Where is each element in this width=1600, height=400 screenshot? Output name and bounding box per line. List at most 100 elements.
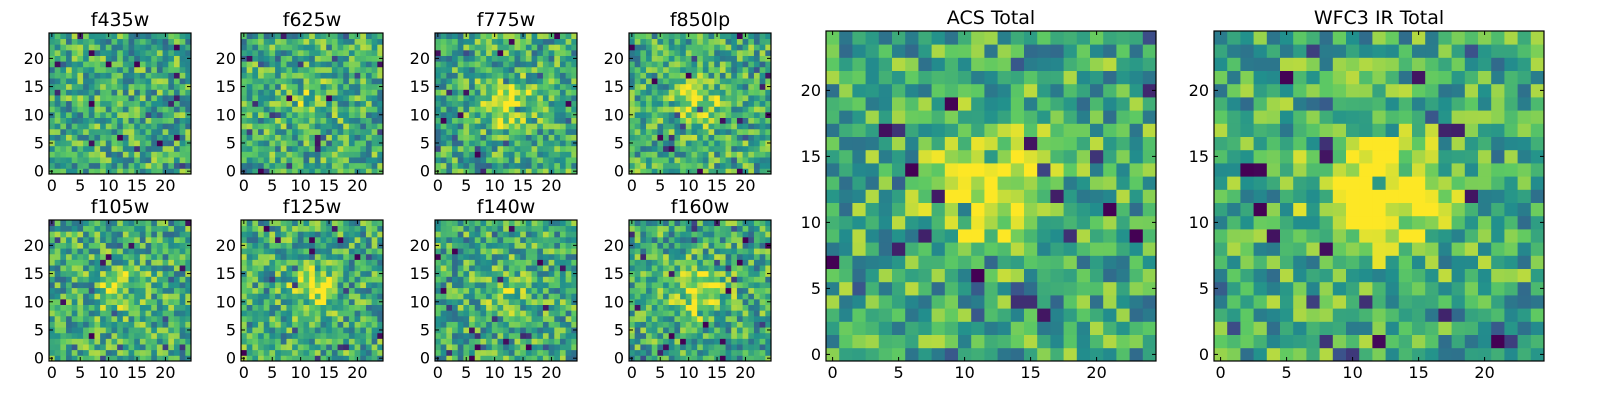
heatmap-cell [100, 242, 107, 249]
heatmap-cell [852, 110, 866, 124]
heatmap-cell [365, 78, 373, 85]
heatmap-cell [258, 315, 265, 322]
heatmap-cell [156, 38, 163, 45]
heatmap-cell [128, 310, 135, 317]
heatmap-cell [474, 55, 481, 62]
heatmap-cell [66, 225, 73, 232]
heatmap-cell [128, 338, 135, 345]
heatmap-cell [1319, 163, 1334, 177]
heatmap-cell [1464, 70, 1479, 85]
heatmap-cell [474, 106, 481, 113]
heatmap-cell [748, 140, 755, 147]
heatmap-cell [1293, 202, 1307, 217]
heatmap-cell [275, 134, 282, 141]
heatmap-cell [759, 134, 766, 141]
heatmap-cell [139, 66, 146, 73]
heatmap-cell [371, 276, 378, 283]
heatmap-cell [1103, 215, 1117, 230]
heatmap-cell [668, 134, 675, 141]
heatmap-cell [997, 229, 1012, 243]
heatmap-cell [1129, 281, 1144, 296]
heatmap-cell [514, 128, 521, 135]
heatmap-cell [1090, 215, 1104, 230]
heatmap-cell [736, 66, 743, 73]
heatmap-cell [1332, 110, 1347, 124]
heatmap-cell [280, 33, 287, 40]
heatmap-cell [697, 100, 704, 107]
heatmap-cell [354, 151, 361, 158]
heatmap-cell [337, 83, 344, 90]
heatmap-cell [173, 151, 181, 158]
heatmap-cell [680, 111, 687, 118]
heatmap-cell [685, 61, 692, 68]
heatmap-cell [984, 268, 998, 283]
heatmap-cell [1024, 321, 1038, 335]
heatmap-cell [145, 327, 152, 334]
heatmap-cell [759, 162, 766, 169]
heatmap-cell [179, 338, 186, 345]
heatmap-cell [280, 66, 287, 73]
heatmap-cell [446, 128, 453, 135]
heatmap-cell [1478, 281, 1492, 296]
heatmap-cell [66, 236, 73, 243]
heatmap-cell [878, 83, 893, 98]
heatmap-cell [145, 349, 152, 356]
heatmap-cell [997, 176, 1012, 190]
heatmap-cell [1319, 176, 1334, 190]
heatmap-cell [117, 89, 124, 96]
heatmap-cell [542, 61, 549, 68]
heatmap-cell [1024, 149, 1038, 164]
heatmap-cell [343, 332, 350, 339]
heatmap-cell [1398, 202, 1413, 217]
heatmap-cell [826, 281, 840, 296]
heatmap-cell [54, 134, 61, 141]
heatmap-cell [297, 157, 304, 164]
heatmap-cell [139, 327, 146, 334]
heatmap-cell [1306, 31, 1320, 45]
heatmap-cell [765, 89, 772, 96]
heatmap-cell [931, 229, 946, 243]
y-tick-label: 15 [24, 264, 44, 283]
heatmap-cell [94, 44, 101, 51]
heatmap-cell [674, 162, 681, 169]
heatmap-cell [60, 157, 67, 164]
heatmap-cell [168, 100, 175, 107]
heatmap-cell [984, 83, 998, 98]
heatmap-cell [241, 349, 248, 356]
heatmap-cell [514, 72, 521, 79]
heatmap-cell [326, 78, 333, 85]
heatmap-cell [1103, 255, 1117, 269]
heatmap-cell [702, 38, 709, 45]
heatmap-cell [958, 202, 972, 217]
heatmap-cell [1240, 295, 1254, 309]
heatmap-cell [179, 287, 186, 294]
heatmap-cell [497, 33, 504, 40]
heatmap-cell [60, 151, 67, 158]
heatmap-cell [839, 149, 853, 164]
heatmap-cell [1306, 281, 1320, 296]
heatmap-cell [49, 157, 56, 164]
heatmap-cell [354, 145, 361, 152]
heatmap-cell [377, 293, 384, 300]
heatmap-cell [105, 304, 112, 311]
heatmap-cell [486, 89, 493, 96]
heatmap-cell [49, 310, 56, 317]
heatmap-cell [748, 157, 755, 164]
heatmap-cell [503, 72, 510, 79]
heatmap-cell [326, 315, 333, 322]
heatmap-cell [719, 151, 726, 158]
heatmap-cell [275, 38, 282, 45]
heatmap-cell [852, 295, 866, 309]
heatmap-cell [269, 310, 276, 317]
heatmap-cell [571, 100, 578, 107]
heatmap-cell [258, 72, 265, 79]
heatmap-cell [292, 66, 299, 73]
heatmap-cell [685, 78, 692, 85]
heatmap-cell [1266, 215, 1281, 230]
heatmap-cell [179, 270, 186, 277]
heatmap-cell [1359, 321, 1373, 335]
heatmap-cell [865, 242, 880, 256]
heatmap-cell [525, 44, 532, 51]
heatmap-cell [463, 123, 470, 130]
heatmap-cell [77, 231, 84, 238]
